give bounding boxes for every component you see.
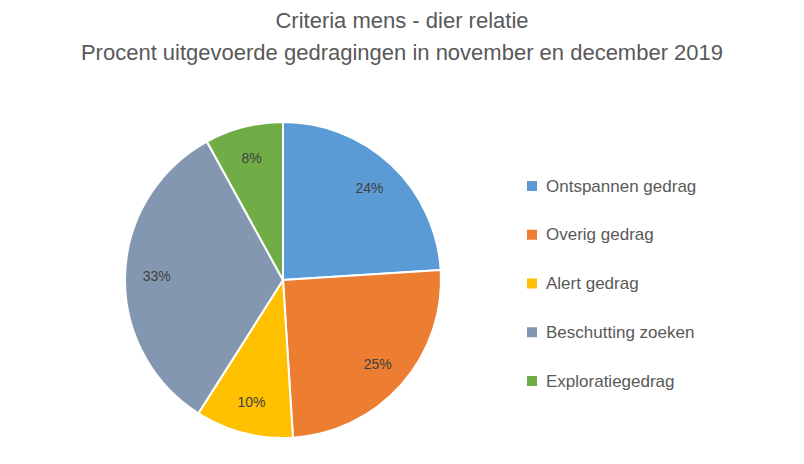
legend-label: Overig gedrag xyxy=(546,225,654,244)
chart: Criteria mens - dier relatie Procent uitg… xyxy=(0,0,804,464)
legend: Ontspannen gedrag Overig gedrag Alert gedr… xyxy=(527,177,696,391)
legend-item: Ontspannen gedrag xyxy=(527,177,696,196)
legend-swatch xyxy=(527,230,537,240)
legend-label: Alert gedrag xyxy=(546,274,639,293)
legend-item: Exploratiegedrag xyxy=(527,372,675,391)
legend-swatch xyxy=(527,376,537,386)
legend-item: Overig gedrag xyxy=(527,225,654,244)
legend-item: Beschutting zoeken xyxy=(527,323,694,342)
pie-slice xyxy=(283,122,441,280)
data-label: 25% xyxy=(364,356,392,372)
pie-slice xyxy=(283,270,441,438)
legend-swatch xyxy=(527,279,537,289)
data-label: 33% xyxy=(143,268,171,284)
legend-item: Alert gedrag xyxy=(527,274,639,293)
pie xyxy=(125,122,441,438)
legend-swatch xyxy=(527,181,537,191)
data-label: 24% xyxy=(356,180,384,196)
title: Criteria mens - dier relatie xyxy=(275,8,528,33)
legend-label: Exploratiegedrag xyxy=(546,372,675,391)
data-label: 10% xyxy=(238,394,266,410)
data-labels: 24% 25% 10% 33% 8% xyxy=(143,150,392,411)
subtitle: Procent uitgevoerde gedragingen in novem… xyxy=(81,40,723,65)
data-label: 8% xyxy=(241,150,261,166)
legend-label: Beschutting zoeken xyxy=(546,323,694,342)
legend-swatch xyxy=(527,327,537,337)
pie-slice xyxy=(207,122,283,280)
legend-label: Ontspannen gedrag xyxy=(546,177,696,196)
